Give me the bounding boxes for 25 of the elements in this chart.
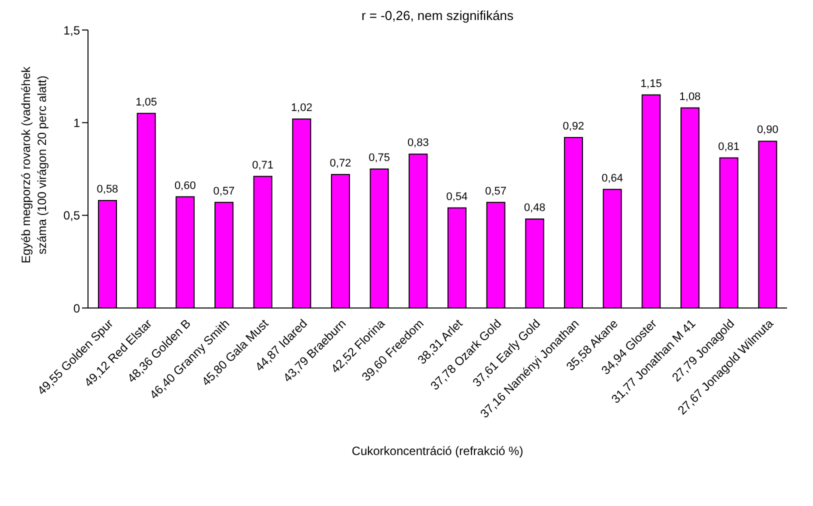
data-label: 0,71 (252, 159, 274, 172)
y-tick-label: 1 (73, 116, 80, 130)
data-label: 1,05 (136, 96, 158, 108)
data-label: 1,15 (640, 78, 662, 90)
data-label: 0,60 (174, 180, 196, 192)
data-label: 0,75 (368, 152, 390, 164)
data-label: 1,08 (679, 90, 701, 103)
data-label: 0,72 (330, 158, 352, 170)
x-axis-title: Cukorkoncentráció (refrakció %) (350, 444, 524, 458)
data-label: 0,54 (446, 190, 468, 203)
y-tick-label: 0 (73, 301, 80, 316)
y-tick-label: 1,5 (63, 23, 80, 38)
data-label: 0,57 (485, 185, 507, 198)
data-label: 0,92 (562, 120, 584, 132)
data-label: 0,83 (407, 137, 429, 150)
y-tick-label: 0,5 (63, 208, 80, 223)
data-label: 1,02 (290, 102, 312, 114)
data-label: 0,90 (756, 124, 778, 136)
data-label: 0,64 (602, 172, 624, 184)
chart-title: r = -0,26, nem szignifikáns (360, 8, 515, 23)
data-label: 0,58 (96, 184, 118, 196)
data-label: 0,57 (213, 185, 235, 198)
data-label: 0,48 (524, 202, 546, 214)
data-label: 0,81 (718, 140, 740, 153)
y-axis-title: Egyéb megporzó rovarok (vadméhek száma (100 virágon 20 perc alatt) (18, 66, 50, 266)
